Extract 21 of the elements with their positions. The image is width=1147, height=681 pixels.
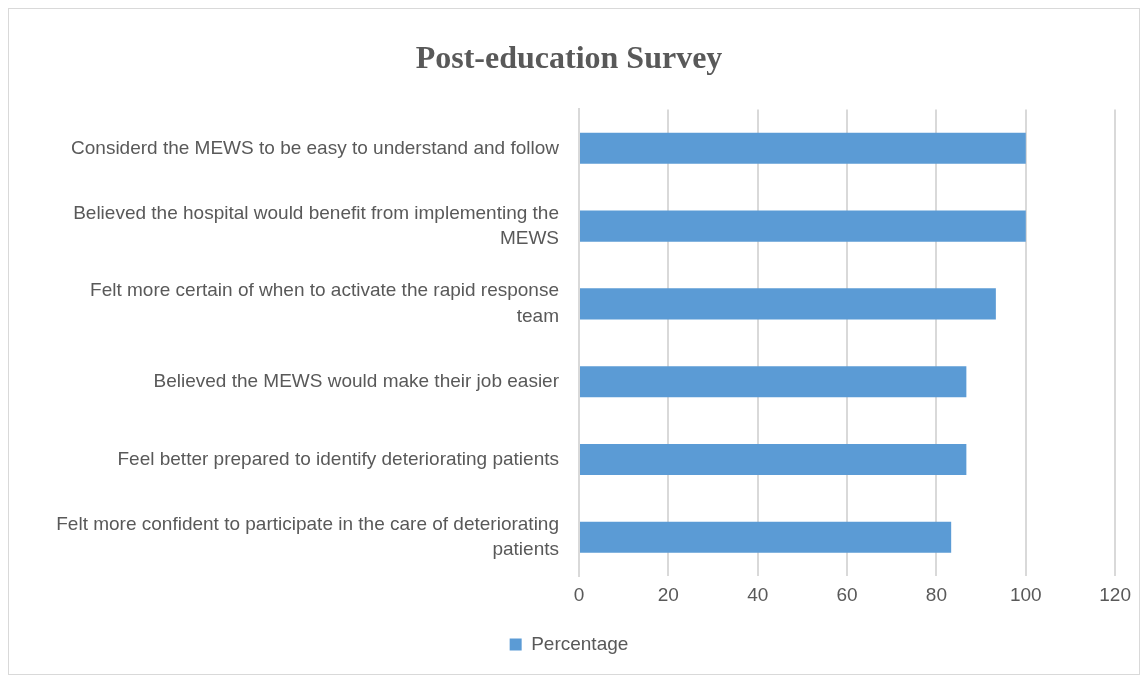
y-tick-label: Believed the hospital would benefit from implementing the MEWS	[73, 201, 559, 249]
x-tick-label: 100	[1009, 583, 1042, 605]
y-tick-label: Feel better prepared to identify deteriorating patients	[117, 447, 559, 469]
y-tick-label: Considerd the MEWS to be easy to understand and follow	[71, 136, 560, 158]
x-tick-label: 80	[925, 583, 947, 605]
bar	[580, 210, 1026, 242]
y-tick-label: Felt more confident to participate in the care of deteriorating patients	[56, 512, 559, 560]
bar	[580, 288, 996, 320]
y-tick-label: Believed the MEWS would make their job easier	[153, 369, 560, 391]
chart-title: Post-education Survey	[415, 39, 723, 76]
x-tick-label: 0	[573, 583, 585, 605]
bar	[580, 443, 967, 476]
x-tick-label: 40	[747, 583, 769, 605]
legend-label: Percentage	[531, 632, 629, 654]
bar	[580, 366, 967, 398]
y-tick-label: Felt more certain of when to activate the rapid response team	[90, 279, 559, 326]
x-tick-label: 60	[836, 583, 858, 605]
x-tick-label: 120	[1099, 583, 1131, 605]
bar	[580, 521, 952, 553]
x-tick-label: 20	[657, 583, 679, 605]
bar	[580, 132, 1026, 164]
